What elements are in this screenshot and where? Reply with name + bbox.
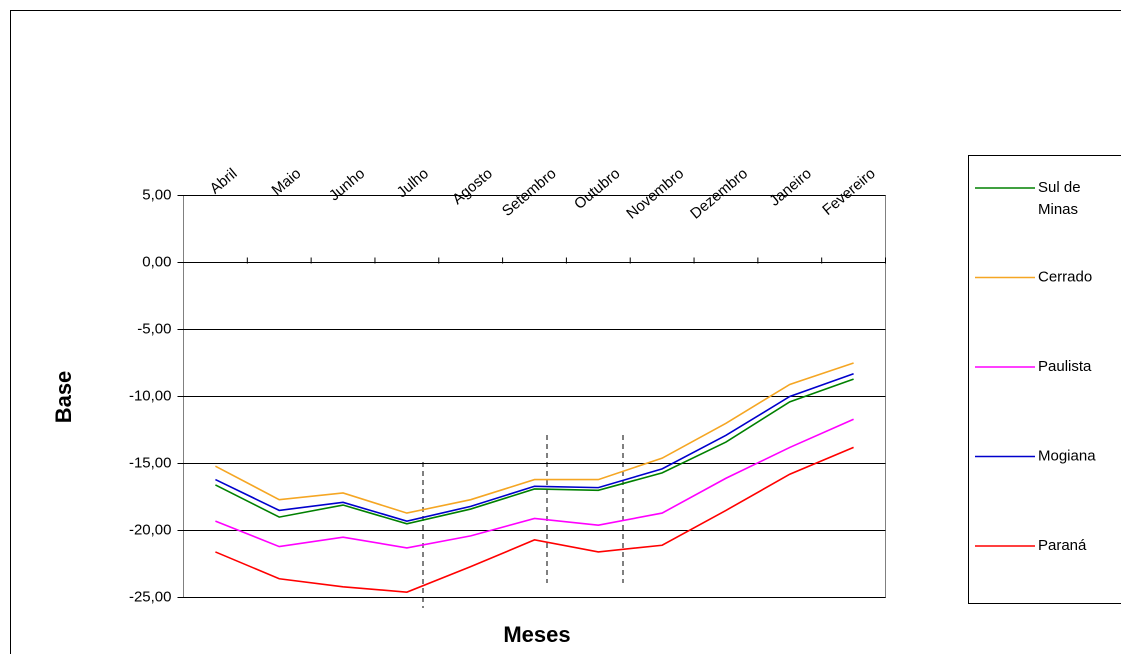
y-tick-label: 5,00 xyxy=(142,186,171,203)
series-line xyxy=(215,418,854,549)
legend-label: Paulista xyxy=(1038,358,1092,375)
legend-label: Mogiana xyxy=(1038,447,1096,464)
x-axis-title: Meses xyxy=(503,622,570,647)
y-tick-label: -15,00 xyxy=(129,454,172,471)
y-tick-label: -5,00 xyxy=(137,320,171,337)
grid xyxy=(183,195,886,598)
y-tick-label: -20,00 xyxy=(129,521,172,538)
series-line xyxy=(215,378,854,525)
series-line xyxy=(215,362,854,514)
y-tick-label: 0,00 xyxy=(142,253,171,270)
legend-label: Cerrado xyxy=(1038,268,1092,285)
series-line xyxy=(215,446,854,593)
series-line xyxy=(215,372,854,522)
y-axis-title: Base xyxy=(51,371,76,424)
legend-label: Sul de Minas xyxy=(1038,179,1081,218)
y-tick-label: -25,00 xyxy=(129,588,172,605)
legend xyxy=(968,155,1121,604)
y-tick-label: -10,00 xyxy=(129,387,172,404)
legend-label: Paraná xyxy=(1038,537,1087,554)
